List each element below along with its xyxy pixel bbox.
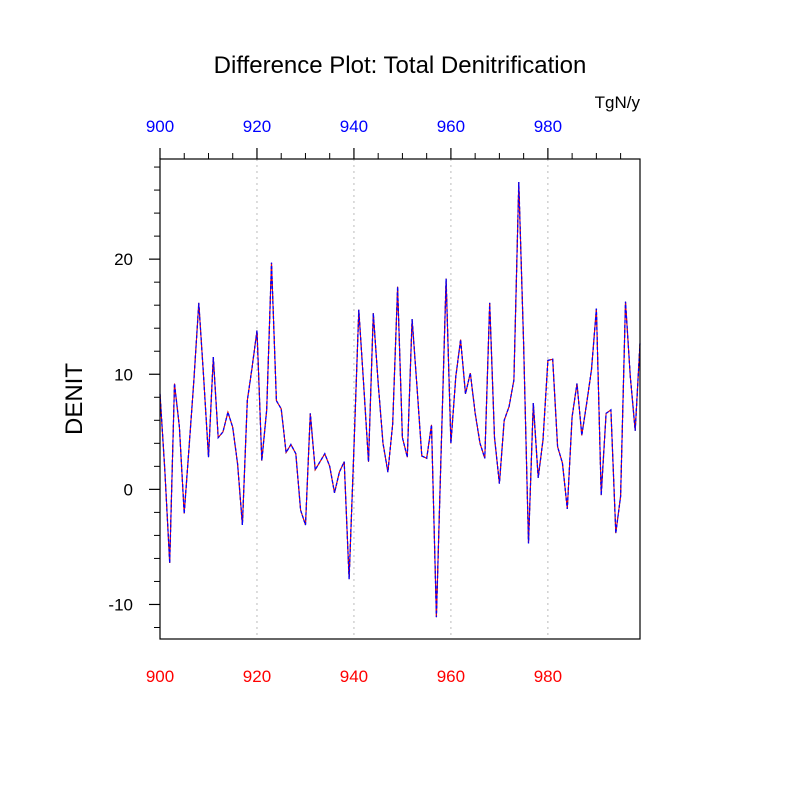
y-tick-label: 10: [114, 365, 133, 384]
chart-title: Difference Plot: Total Denitrification: [214, 52, 587, 79]
top-tick-label: 940: [340, 117, 368, 136]
bottom-tick-label: 960: [437, 667, 465, 686]
top-tick-label: 920: [243, 117, 271, 136]
bottom-tick-label: 900: [146, 667, 174, 686]
axes: 900 900 920 920 940 940 960 960 980 980 -10 0 10 20: [108, 117, 622, 686]
y-tick-label: 0: [124, 480, 133, 499]
top-tick-label: 980: [534, 117, 562, 136]
bottom-tick-label: 940: [340, 667, 368, 686]
top-tick-label: 960: [437, 117, 465, 136]
y-tick-label: -10: [108, 595, 133, 614]
y-axis-label: DENIT: [61, 363, 88, 435]
bottom-tick-label: 920: [243, 667, 271, 686]
grid-lines: [256, 159, 549, 639]
y-tick-label: 20: [114, 250, 133, 269]
series-line: [159, 181, 641, 618]
series-line: [159, 181, 641, 618]
units-label: TgN/y: [595, 93, 641, 112]
bottom-tick-label: 980: [534, 667, 562, 686]
series-lines: [159, 181, 641, 618]
series-line: [159, 181, 641, 618]
plot-frame: [159, 158, 641, 640]
top-tick-label: 900: [146, 117, 174, 136]
